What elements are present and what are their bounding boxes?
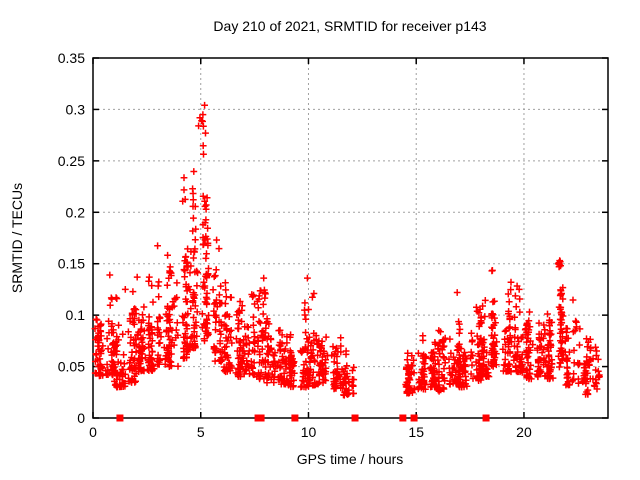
- chart-title: Day 210 of 2021, SRMTID for receiver p14…: [213, 18, 486, 34]
- x-tick-label: 5: [197, 424, 205, 440]
- y-tick-label: 0.25: [58, 153, 85, 169]
- axis-border: [92, 57, 609, 419]
- x-tick-label: 10: [301, 424, 317, 440]
- y-tick-label: 0.1: [66, 307, 86, 323]
- y-axis-label: SRMTID / TECUs: [9, 183, 25, 293]
- x-tick-label: 20: [516, 424, 532, 440]
- y-tick-label: 0.15: [58, 256, 85, 272]
- baseline-event-square: [410, 414, 418, 422]
- srmtid-data-points: [91, 101, 603, 399]
- x-axis-label: GPS time / hours: [297, 451, 404, 467]
- baseline-event-square: [482, 414, 490, 422]
- baseline-event-square: [116, 414, 124, 422]
- y-tick-label: 0.2: [66, 204, 86, 220]
- y-tick-label: 0.35: [58, 50, 85, 66]
- baseline-event-square: [257, 414, 265, 422]
- y-tick-label: 0.05: [58, 359, 85, 375]
- x-tick-label: 0: [89, 424, 97, 440]
- baseline-event-square: [351, 414, 359, 422]
- baseline-event-square: [291, 414, 299, 422]
- x-tick-label: 15: [408, 424, 424, 440]
- y-tick-label: 0.3: [66, 101, 86, 117]
- plot-generated-layer: 0 5 10 15 20 0 0.05 0.1 0.15 0.2 0.25 0.3 0.35: [58, 50, 609, 440]
- y-tick-label: 0: [77, 410, 85, 426]
- baseline-event-square: [399, 414, 407, 422]
